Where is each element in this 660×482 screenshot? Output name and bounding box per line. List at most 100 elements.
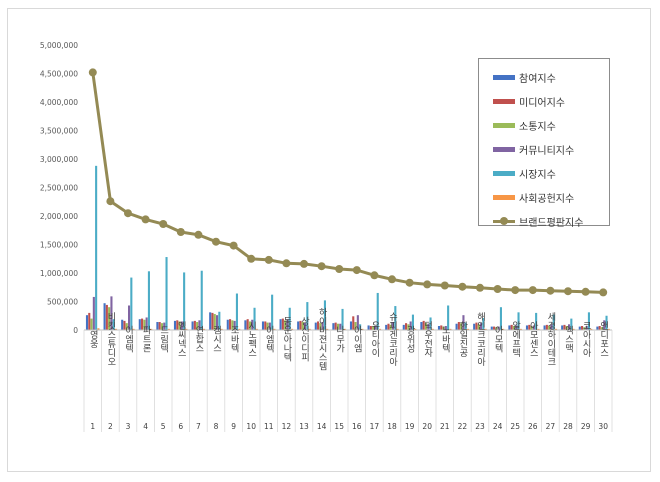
- bar: [110, 296, 113, 330]
- bar: [442, 326, 445, 330]
- bar: [497, 326, 500, 330]
- category-number: 10: [246, 422, 256, 431]
- line-point: [388, 275, 396, 284]
- bar: [246, 319, 249, 330]
- bar: [132, 328, 135, 330]
- bar: [414, 328, 417, 330]
- legend-label: 사회공헌지수: [519, 193, 575, 205]
- bar: [209, 312, 212, 330]
- bar: [229, 319, 232, 330]
- bar: [352, 316, 355, 330]
- bar: [409, 321, 412, 330]
- category-number: 21: [440, 422, 450, 431]
- category-label: 영웅: [88, 330, 98, 348]
- bar: [319, 323, 322, 330]
- bar: [561, 325, 564, 330]
- category-label: 동운아나텍: [281, 316, 291, 362]
- category-label: 알에프텍: [510, 321, 520, 358]
- category-label: 유티아이: [369, 321, 379, 358]
- bar: [493, 326, 496, 330]
- legend-label: 미디어지수: [519, 97, 565, 109]
- y-tick-label: 2,500,000: [40, 184, 78, 193]
- chart-legend: 참여지수 미디어지수 소통지수 커뮤니티지수 시장지수 사회공헌지수 브랜드평판…: [478, 58, 610, 229]
- bar: [385, 324, 388, 330]
- y-tick-label: 4,000,000: [40, 98, 78, 107]
- bar: [532, 325, 535, 330]
- bar: [437, 326, 441, 330]
- bar: [361, 328, 364, 330]
- bar: [389, 324, 392, 330]
- y-tick-label: 3,500,000: [40, 127, 78, 136]
- category-number: 7: [196, 422, 201, 431]
- category-label: 한일진공: [457, 321, 467, 357]
- legend-item-media: 미디어지수: [493, 89, 609, 113]
- bar: [323, 300, 326, 330]
- category-number: 11: [264, 422, 274, 431]
- bar: [572, 328, 575, 330]
- bar: [90, 318, 93, 330]
- bar: [376, 292, 379, 330]
- bar: [332, 323, 335, 330]
- category-number: 6: [178, 422, 183, 431]
- line-point: [212, 237, 220, 246]
- bar: [495, 327, 498, 330]
- bar: [268, 322, 271, 330]
- bar: [138, 319, 141, 330]
- category-number: 25: [510, 422, 520, 431]
- category-number: 3: [126, 422, 131, 431]
- bar: [552, 314, 555, 330]
- bar: [326, 328, 329, 330]
- bar: [334, 322, 337, 330]
- bar: [213, 314, 216, 330]
- bar: [123, 320, 126, 330]
- y-tick-label: 1,500,000: [40, 241, 78, 250]
- bar: [581, 326, 584, 330]
- bar: [499, 307, 502, 330]
- category-label: 아모텍: [493, 325, 503, 353]
- bar: [405, 323, 408, 330]
- line-point: [423, 280, 432, 289]
- bar: [167, 328, 170, 330]
- bar: [475, 322, 478, 330]
- bar: [95, 165, 98, 330]
- bar: [180, 321, 183, 330]
- bar: [447, 305, 450, 330]
- category-number: 5: [161, 422, 166, 431]
- bar: [200, 270, 203, 330]
- bar: [284, 320, 287, 330]
- category-label: 시노펙스: [246, 321, 256, 357]
- bar: [407, 324, 410, 330]
- bar: [85, 315, 89, 330]
- legend-line-swatch: [493, 216, 515, 225]
- bar: [191, 321, 194, 330]
- category-number: 16: [352, 422, 362, 431]
- bar: [125, 323, 128, 330]
- bar: [378, 328, 382, 330]
- bar: [427, 323, 430, 330]
- bar: [367, 325, 370, 330]
- legend-item-brand-reputation: 브랜드평판지수: [493, 209, 609, 233]
- bar: [402, 324, 405, 330]
- category-number: 4: [143, 422, 148, 431]
- bar: [374, 326, 377, 330]
- bar: [220, 328, 223, 330]
- category-label: 조바텍: [229, 326, 239, 354]
- bar: [587, 312, 590, 330]
- bar: [235, 293, 238, 330]
- bar: [554, 328, 558, 330]
- bar: [431, 328, 434, 330]
- bar: [462, 315, 465, 330]
- bar: [253, 307, 256, 330]
- legend-item-community: 커뮤니티지수: [493, 137, 609, 161]
- bar: [563, 324, 566, 330]
- line-point: [335, 265, 344, 273]
- category-label: 아이엠: [352, 325, 362, 352]
- bar: [178, 321, 181, 330]
- line-point: [124, 209, 132, 218]
- bar: [583, 327, 586, 330]
- category-number: 1: [90, 422, 95, 431]
- bar: [264, 321, 267, 330]
- category-label: 나무가: [334, 325, 344, 353]
- bar: [141, 318, 144, 330]
